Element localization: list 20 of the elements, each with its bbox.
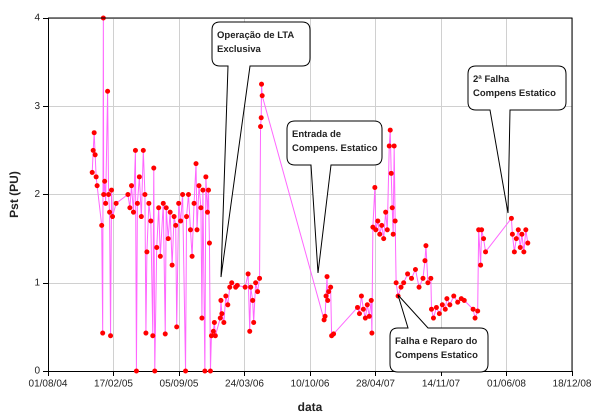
x-tick-label: 10/10/06 xyxy=(290,378,330,390)
x-tick-label: 28/04/07 xyxy=(356,378,396,390)
annotation: Operação de LTA Exclusiva xyxy=(217,29,294,57)
y-tick-label: 2 xyxy=(34,189,40,200)
x-tick-label: 18/12/08 xyxy=(552,378,592,390)
x-tick-label: 24/03/06 xyxy=(225,378,264,390)
y-axis-title: Pst (PU) xyxy=(7,171,21,218)
x-axis-title: data xyxy=(298,400,323,414)
x-tick-label: 05/09/05 xyxy=(160,378,199,390)
y-tick-label: 3 xyxy=(34,100,40,112)
annotation: Entrada de Compens. Estatico xyxy=(292,128,378,156)
annotation: Falha e Reparo do Compens Estatico xyxy=(395,335,478,363)
x-tick-label: 14/11/07 xyxy=(422,378,461,390)
x-tick-label: 01/08/04 xyxy=(28,378,68,390)
annotation: 2ª Falha Compens Estatico xyxy=(473,73,556,101)
x-tick-label: 01/06/08 xyxy=(487,378,526,390)
x-tick-label: 17/02/05 xyxy=(94,378,134,390)
y-tick-label: 0 xyxy=(34,366,40,376)
y-tick-label: 1 xyxy=(34,277,40,288)
y-tick-label: 4 xyxy=(34,12,40,24)
